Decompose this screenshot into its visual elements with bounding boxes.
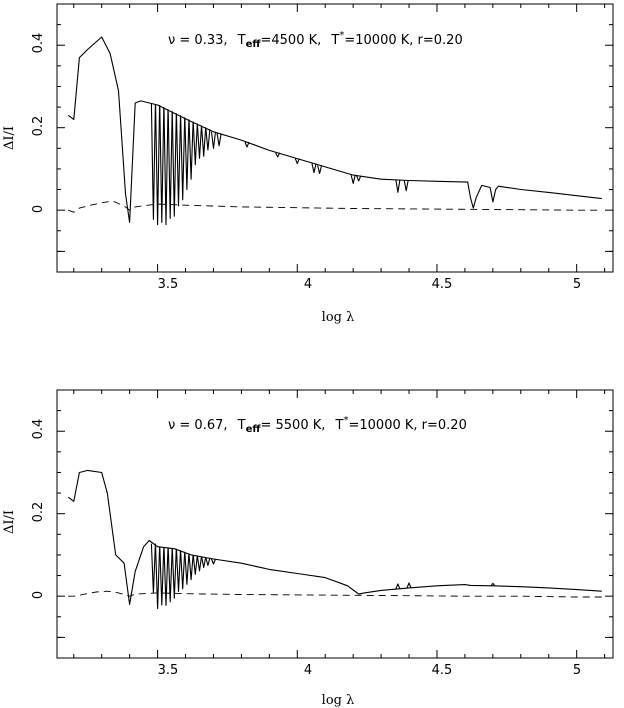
top-absorption-line-17 xyxy=(275,152,281,158)
top-y-axis-label: ΔI/I xyxy=(2,126,17,150)
bottom-absorption-line-14 xyxy=(210,558,217,565)
top-xtick-label-4.5: 4.5 xyxy=(432,277,453,292)
bottom-y-axis-label: ΔI/I xyxy=(2,510,17,534)
top-annotation-teff-sub: eff xyxy=(246,39,262,50)
top-xtick-label-5: 5 xyxy=(573,277,581,292)
bottom-ytick-label-0: 0 xyxy=(31,591,46,599)
bottom-annotation-teff-sub: eff xyxy=(246,424,262,435)
top-ytick-label-0: 0 xyxy=(31,205,46,213)
bottom-y-ticks xyxy=(57,410,613,638)
bottom-dashed-series-line xyxy=(68,590,602,598)
bottom-absorption-line-15 xyxy=(395,583,401,590)
bottom-absorption-line-9 xyxy=(188,554,194,581)
bottom-x-ticks xyxy=(73,390,606,658)
top-plot-frame xyxy=(56,3,614,273)
top-annotation: ν = 0.33, Teff=4500 K, T*=10000 K, r=0.2… xyxy=(168,30,463,50)
bottom-absorption-line-6 xyxy=(175,550,182,593)
top-absorption-line-0 xyxy=(150,103,156,220)
top-absorption-line-11 xyxy=(196,125,203,159)
top-absorption-line-12 xyxy=(201,127,207,157)
bottom-panel: 3.5 4 4.5 5 0 0.2 0.4 log λ ΔI/I ν = 0.6… xyxy=(2,389,614,708)
bottom-absorption-line-3 xyxy=(163,547,169,606)
top-absorption-line-15 xyxy=(216,133,222,147)
top-absorption-line-13 xyxy=(205,129,211,151)
top-absorption-line-14 xyxy=(210,131,217,149)
top-absorption-line-2 xyxy=(159,107,165,224)
top-x-axis-label: log λ xyxy=(322,310,355,325)
bottom-x-axis-label: log λ xyxy=(322,693,355,708)
top-annotation-tstar: T xyxy=(330,33,339,48)
bottom-ytick-label-0.2: 0.2 xyxy=(31,502,46,523)
top-x-ticks xyxy=(73,4,606,272)
top-absorption-line-18 xyxy=(294,158,300,165)
bottom-annotation-tstar-sup: * xyxy=(343,415,348,426)
top-absorption-line-1 xyxy=(155,104,161,226)
top-absorption-lines xyxy=(150,103,409,226)
top-ytick-label-0.4: 0.4 xyxy=(31,33,46,54)
top-absorption-line-24 xyxy=(403,180,409,192)
bottom-absorption-line-16 xyxy=(406,582,412,589)
bottom-absorption-lines xyxy=(150,543,496,610)
top-absorption-line-21 xyxy=(350,174,356,184)
bottom-xtick-label-4: 4 xyxy=(304,663,312,678)
top-absorption-line-20 xyxy=(317,165,323,175)
bottom-absorption-line-7 xyxy=(180,551,186,590)
bottom-annotation-tstar: T xyxy=(335,418,344,433)
bottom-xtick-label-4.5: 4.5 xyxy=(432,663,453,678)
bottom-absorption-line-4 xyxy=(167,548,173,603)
bottom-absorption-line-10 xyxy=(192,555,198,575)
bottom-annotation-nu: ν = 0.67, xyxy=(168,418,228,433)
top-absorption-line-10 xyxy=(192,123,198,166)
top-absorption-line-9 xyxy=(188,121,194,180)
bottom-absorption-line-5 xyxy=(171,548,177,599)
bottom-plot-frame xyxy=(56,389,614,659)
bottom-annotation-teff-value: = 5500 K, xyxy=(260,418,325,433)
top-absorption-line-3 xyxy=(163,109,169,226)
top-absorption-line-23 xyxy=(395,179,401,193)
top-absorption-line-4 xyxy=(167,111,173,219)
top-absorption-line-16 xyxy=(244,141,250,148)
top-absorption-line-5 xyxy=(171,113,177,217)
top-absorption-line-19 xyxy=(311,163,317,174)
bottom-xtick-label-3.5: 3.5 xyxy=(158,663,179,678)
bottom-solid-series-line xyxy=(67,469,602,605)
top-annotation-teff: T xyxy=(237,33,246,48)
bottom-xtick-label-5: 5 xyxy=(573,663,581,678)
top-solid-series-line xyxy=(67,36,602,224)
bottom-absorption-line-2 xyxy=(159,547,165,606)
top-panel: 3.5 4 4.5 5 0 0.2 0.4 log λ ΔI/I ν = 0.3… xyxy=(2,3,614,325)
bottom-absorption-line-8 xyxy=(184,553,190,585)
bottom-ytick-label-0.4: 0.4 xyxy=(31,419,46,440)
top-absorption-line-22 xyxy=(356,175,362,182)
bottom-absorption-line-1 xyxy=(155,546,161,610)
bottom-absorption-line-12 xyxy=(201,557,207,569)
top-dashed-series-line xyxy=(68,200,602,213)
top-absorption-line-8 xyxy=(184,119,190,191)
bottom-annotation-teff: T xyxy=(237,418,246,433)
top-y-ticks xyxy=(57,24,613,252)
bottom-absorption-line-17 xyxy=(490,582,496,587)
top-annotation-tstar-sup: * xyxy=(339,30,344,41)
top-xtick-label-3.5: 3.5 xyxy=(158,277,179,292)
bottom-absorption-line-13 xyxy=(205,557,211,566)
top-annotation-teff-value: =4500 K, xyxy=(260,33,321,48)
top-xtick-label-4: 4 xyxy=(304,277,312,292)
top-absorption-line-6 xyxy=(175,115,182,207)
top-annotation-nu: ν = 0.33, xyxy=(168,33,228,48)
bottom-absorption-line-11 xyxy=(196,556,203,572)
bottom-annotation: ν = 0.67, Teff= 5500 K, T*=10000 K, r=0.… xyxy=(168,415,467,435)
bottom-absorption-line-0 xyxy=(150,543,156,594)
top-ytick-label-0.2: 0.2 xyxy=(31,116,46,137)
bottom-annotation-tstar-value: =10000 K, r=0.20 xyxy=(348,418,466,433)
top-absorption-line-7 xyxy=(180,117,186,201)
top-annotation-tstar-value: =10000 K, r=0.20 xyxy=(344,33,462,48)
